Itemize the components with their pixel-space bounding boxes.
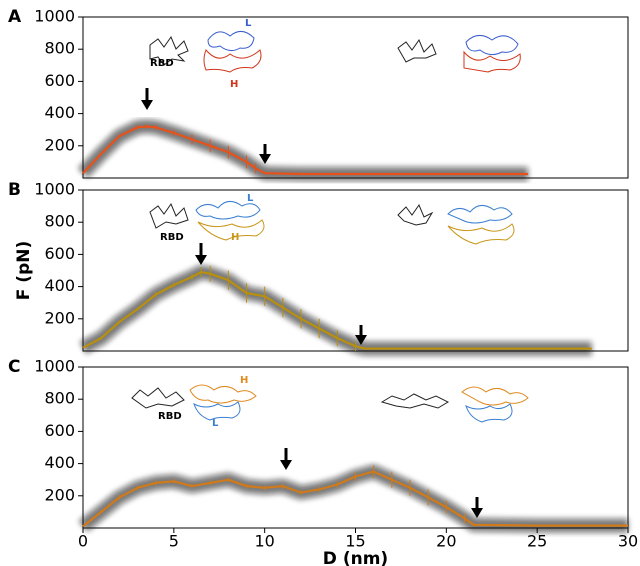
y-tick-label: 600 — [44, 244, 75, 263]
y-tick-label: 200 — [44, 485, 75, 504]
arrow — [259, 144, 271, 164]
y-tick-label: 400 — [44, 103, 75, 122]
rbd-cartoon — [397, 38, 437, 63]
panel-label: A — [8, 7, 22, 27]
x-tick-label: 0 — [78, 532, 88, 551]
x-tick-label: 20 — [436, 532, 456, 551]
x-tick-label: 10 — [254, 532, 274, 551]
x-tick-label: 30 — [618, 532, 638, 551]
y-tick-label: 400 — [44, 276, 75, 295]
y-tick-label: 800 — [44, 389, 75, 408]
trace-cloud — [77, 119, 529, 181]
heavy-chain-label: H — [230, 79, 238, 90]
y-axis-label: F (pN) — [14, 241, 34, 300]
annotations: RBD L H RBD L H RBD H L — [150, 18, 254, 429]
panel: A 200 400 600 800 1000 — [8, 7, 629, 181]
protein-cartoons — [131, 31, 529, 423]
y-tick-label: 1000 — [34, 7, 75, 26]
rbd-cartoon — [149, 202, 189, 229]
panel-label: C — [8, 357, 20, 377]
rbd-label: RBD — [160, 232, 184, 243]
light-chain-cartoon — [193, 401, 241, 421]
rbd-cartoon — [380, 393, 450, 409]
light-chain-label: L — [212, 418, 219, 429]
heavy-chain-cartoon — [463, 50, 521, 73]
plot-frame — [82, 189, 629, 352]
rbd-cartoon — [131, 387, 185, 409]
rbd-cartoon — [397, 203, 434, 226]
arrow — [280, 448, 292, 470]
heavy-chain-cartoon — [461, 386, 529, 406]
y-tick-label: 1000 — [34, 180, 75, 199]
light-chain-cartoon — [465, 35, 519, 56]
light-chain-label: L — [245, 18, 252, 29]
heavy-chain-cartoon — [447, 223, 515, 245]
x-axis-label: D (nm) — [323, 549, 388, 566]
y-tick-label: 200 — [44, 135, 75, 154]
heavy-chain-cartoon — [189, 384, 257, 404]
y-tick-label: 600 — [44, 421, 75, 440]
x-tick-label: 5 — [169, 532, 179, 551]
light-chain-cartoon — [207, 31, 255, 52]
mean-force-line — [82, 271, 592, 350]
y-tick-label: 800 — [44, 39, 75, 58]
y-tick-label: 400 — [44, 453, 75, 472]
arrow — [195, 243, 207, 265]
x-tick-label: 15 — [345, 532, 365, 551]
panel: C 200 400 600 800 1000 0 5 10 15 20 25 30 D (nm) — [8, 357, 638, 566]
plot-frame — [82, 16, 629, 179]
heavy-chain-label: H — [231, 232, 239, 243]
arrow — [355, 325, 367, 345]
y-tick-label: 200 — [44, 308, 75, 327]
heavy-chain-label: H — [240, 375, 248, 386]
mean-force-line — [82, 470, 628, 528]
light-chain-cartoon — [195, 201, 261, 220]
panel-label: B — [8, 180, 21, 200]
y-tick-label: 600 — [44, 71, 75, 90]
light-chain-cartoon — [447, 205, 513, 224]
y-tick-label: 1000 — [34, 357, 75, 376]
heavy-chain-cartoon — [197, 219, 265, 241]
rbd-label: RBD — [150, 58, 174, 69]
arrow — [471, 497, 483, 518]
plot-frame — [82, 366, 629, 529]
panel: B 200 400 600 800 1000 F (pN) — [8, 180, 629, 356]
arrows — [141, 88, 483, 518]
y-tick-label: 800 — [44, 212, 75, 231]
rbd-cartoon — [149, 35, 189, 66]
heavy-chain-cartoon — [203, 49, 262, 73]
rbd-label: RBD — [158, 411, 182, 422]
light-chain-label: L — [247, 193, 254, 204]
x-tick-label: 25 — [527, 532, 547, 551]
mean-force-line — [82, 125, 529, 176]
light-chain-cartoon — [465, 403, 513, 423]
arrow — [141, 88, 153, 110]
